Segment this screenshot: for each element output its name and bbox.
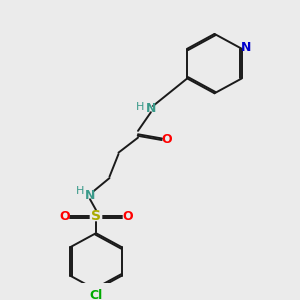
Text: Cl: Cl — [89, 290, 103, 300]
Text: N: N — [85, 188, 95, 202]
Text: O: O — [161, 134, 172, 146]
Text: N: N — [146, 102, 156, 115]
Text: H: H — [76, 186, 84, 196]
Text: O: O — [122, 210, 133, 223]
Text: S: S — [91, 209, 101, 223]
Text: O: O — [59, 210, 70, 223]
Text: N: N — [241, 41, 251, 54]
Text: H: H — [136, 102, 144, 112]
